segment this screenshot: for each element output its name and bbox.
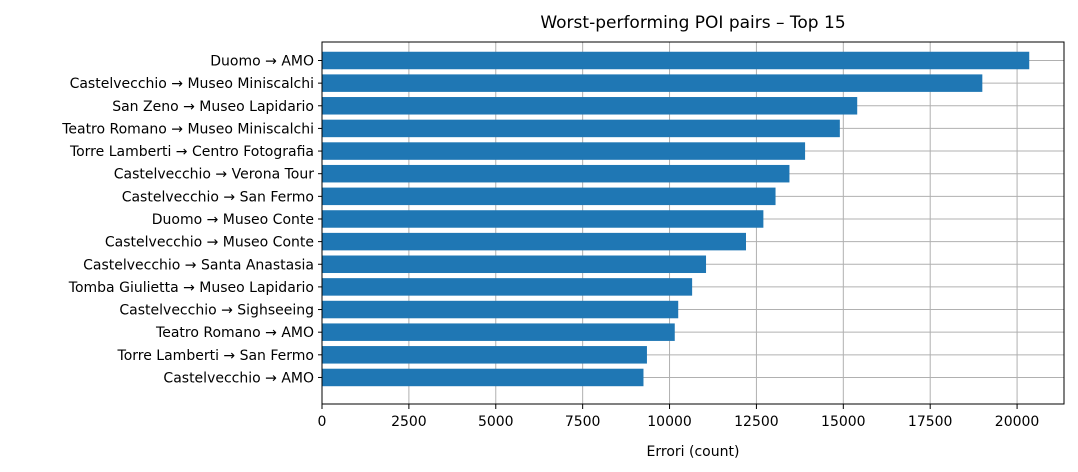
bar: [322, 300, 679, 319]
x-tick-label: 5000: [478, 414, 514, 430]
plot-frame: [321, 41, 1065, 405]
y-tick-label: Duomo → Museo Conte: [152, 212, 314, 228]
bar: [322, 232, 746, 251]
y-tick-labels: Duomo → AMO Castelvecchio → Museo Minisca…: [61, 54, 322, 386]
x-tick-label: 12500: [734, 414, 779, 430]
x-tick-label: 0: [318, 414, 327, 430]
y-tick-label: Castelvecchio → Museo Miniscalchi: [70, 76, 314, 92]
bar: [322, 119, 840, 138]
bars: [322, 51, 1030, 387]
x-tick-label: 2500: [391, 414, 427, 430]
y-tick-label: Torre Lamberti → Centro Fotografia: [69, 144, 314, 160]
bar: [322, 187, 776, 206]
x-tick-label: 7500: [565, 414, 601, 430]
bar: [322, 51, 1030, 70]
y-tick-label: Teatro Romano → Museo Miniscalchi: [61, 121, 314, 137]
y-tick-label: Castelvecchio → Santa Anastasia: [83, 257, 314, 273]
chart-title: Worst-performing POI pairs – Top 15: [540, 13, 845, 33]
y-tick-label: Castelvecchio → Museo Conte: [105, 235, 314, 251]
bar: [322, 97, 858, 115]
y-tick-label: Castelvecchio → Verona Tour: [114, 167, 315, 183]
x-tick-label: 20000: [995, 414, 1040, 430]
x-tick-label: 10000: [647, 414, 692, 430]
bar: [322, 255, 707, 274]
x-tick-label: 17500: [908, 414, 953, 430]
bar: [322, 164, 790, 183]
y-tick-label: Duomo → AMO: [210, 54, 314, 70]
bar: [322, 323, 675, 341]
y-tick-label: Castelvecchio → San Fermo: [122, 189, 314, 205]
y-tick-label: Tomba Giulietta → Museo Lapidario: [68, 280, 314, 296]
bar: [322, 346, 647, 364]
x-tick-label: 15000: [821, 414, 866, 430]
bar: [322, 142, 806, 160]
y-tick-label: Torre Lamberti → San Fermo: [117, 348, 314, 364]
x-axis-label: Errori (count): [647, 444, 740, 460]
bar: [322, 210, 764, 228]
x-ticks: 0 2500 5000 7500 10000 12500 15000 17500 20000: [318, 404, 1040, 430]
bar: [322, 278, 693, 296]
y-tick-label: Teatro Romano → AMO: [155, 325, 314, 341]
y-tick-label: San Zeno → Museo Lapidario: [112, 99, 314, 115]
bar: [322, 368, 644, 387]
bar: [322, 74, 983, 92]
y-tick-label: Castelvecchio → AMO: [163, 370, 314, 386]
y-tick-label: Castelvecchio → Sighseeing: [119, 303, 314, 319]
